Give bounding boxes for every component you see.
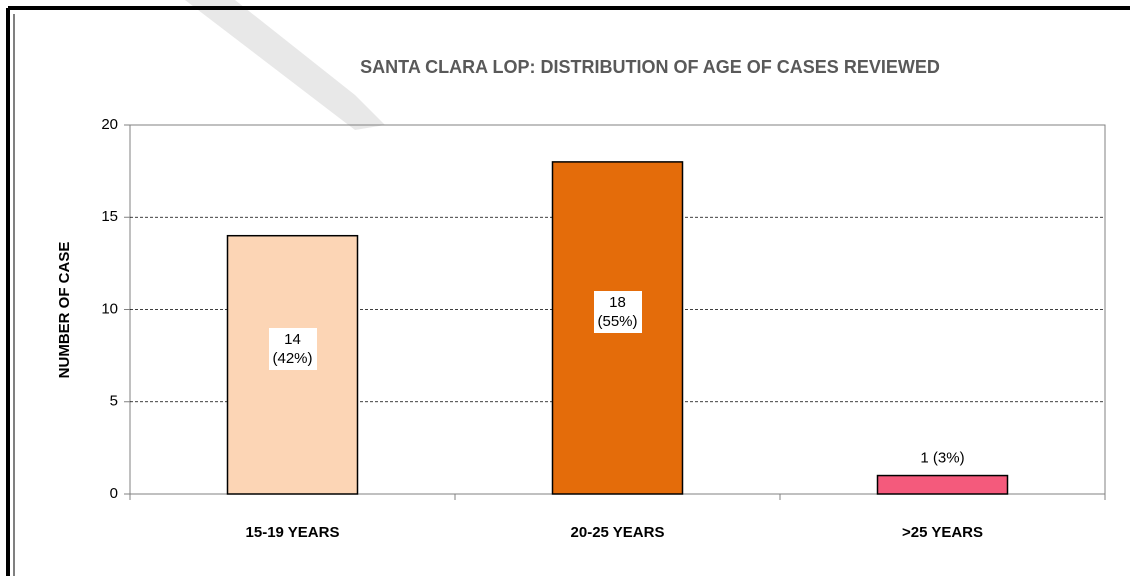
y-tick-label: 10 [101, 300, 118, 317]
x-tick-label: 20-25 YEARS [571, 524, 665, 541]
x-tick-label: 15-19 YEARS [246, 524, 340, 541]
chart-title: SANTA CLARA LOP: DISTRIBUTION OF AGE OF … [360, 57, 940, 77]
y-tick-label: 15 [101, 208, 118, 225]
value-label: 14 (42%) [268, 327, 317, 370]
y-axis-label: NUMBER OF CASE [56, 242, 73, 379]
y-tick-label: 5 [110, 393, 118, 410]
y-tick-label: 0 [110, 485, 118, 502]
bar [876, 474, 1009, 495]
value-label: 1 (3%) [916, 446, 969, 470]
y-tick-label: 20 [101, 116, 118, 133]
value-label: 18 (55%) [593, 290, 642, 333]
watermark [185, 0, 385, 130]
x-tick-label: >25 YEARS [902, 524, 983, 541]
